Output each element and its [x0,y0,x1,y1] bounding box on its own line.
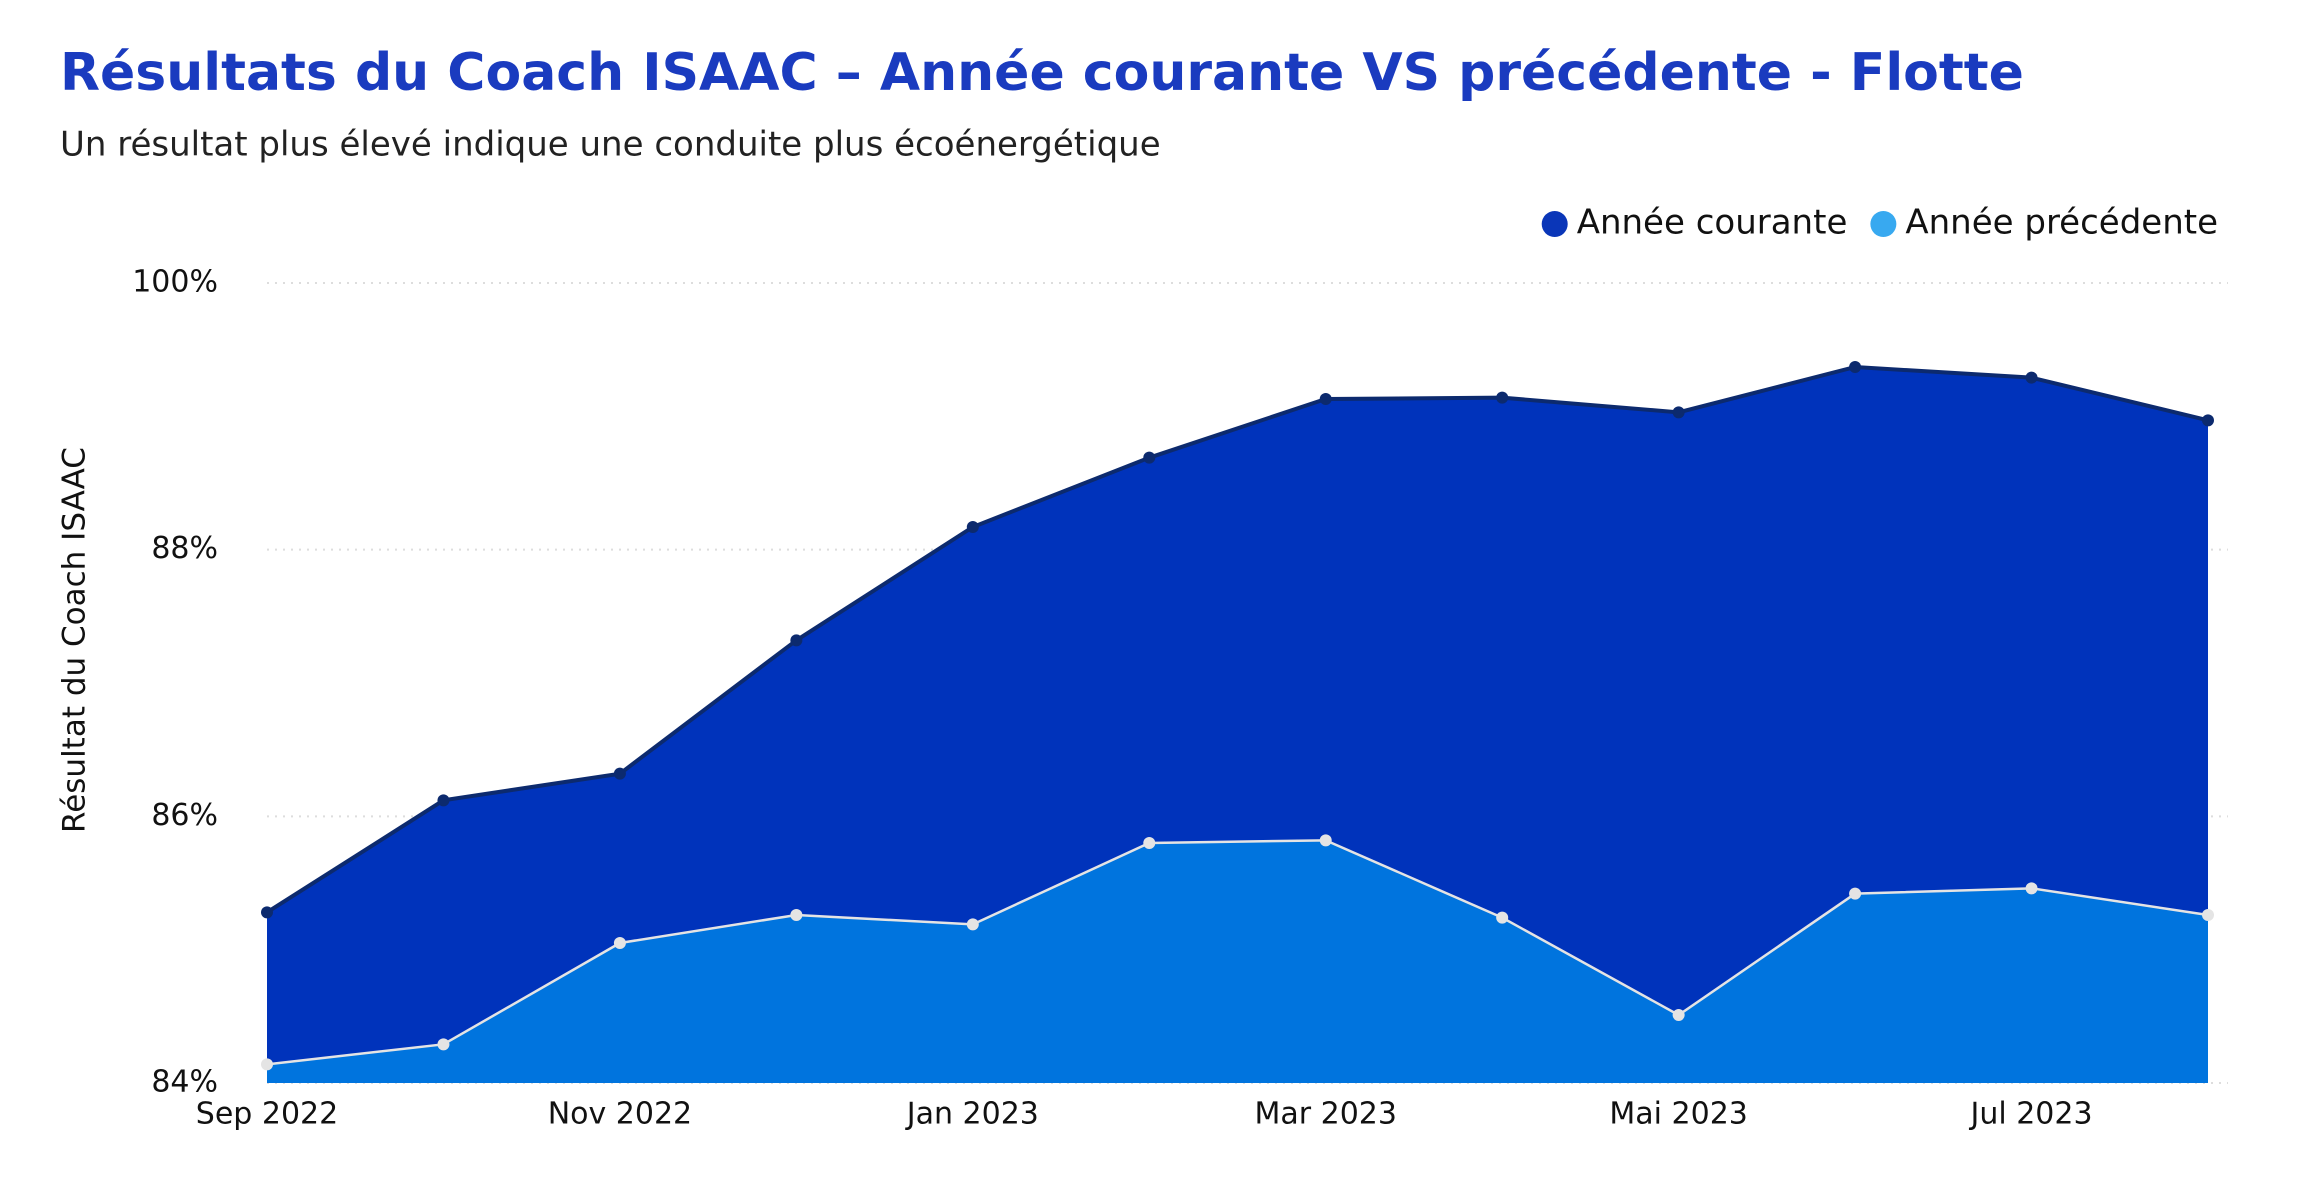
point [261,1058,273,1071]
x-tick-label: Jan 2023 [905,1097,1039,1132]
point [1849,887,1862,900]
y-axis-label: Résultat du Coach ISAAC [57,447,93,833]
y-tick-label: 86% [151,798,218,833]
point [1672,406,1685,419]
point [2025,371,2038,384]
point [1496,391,1509,404]
point [1143,837,1156,849]
point [437,794,450,807]
legend-label: Année courante [1577,203,1848,243]
point [1319,393,1332,405]
x-tick-label: Sep 2022 [196,1097,338,1132]
x-tick-label: Mai 2023 [1609,1097,1748,1132]
point [1143,451,1156,464]
point [1319,834,1332,847]
point [790,909,803,921]
point [2202,909,2214,921]
y-tick-label: 84% [151,1065,218,1100]
point [1849,361,1862,373]
point [1496,911,1509,924]
point [613,937,626,949]
chart-subtitle: Un résultat plus élevé indique une condu… [60,125,1161,165]
point [437,1038,450,1051]
x-tick-label: Jul 2023 [1968,1097,2092,1132]
x-tick-label: Nov 2022 [548,1097,692,1132]
legend-marker [1870,211,1897,237]
y-tick-label: 100% [132,265,218,300]
legend-label: Année précédente [1905,203,2218,243]
line [266,839,2209,1066]
point [966,521,979,533]
area [267,367,2208,1083]
line [265,364,2209,915]
point [966,918,979,931]
chart-title: Résultats du Coach ISAAC – Année courant… [60,43,2024,103]
point [2025,882,2038,895]
x-tick-label: Mar 2023 [1254,1097,1397,1132]
legend-marker [1541,211,1568,237]
point [790,634,803,647]
point [1672,1009,1685,1021]
point [613,767,626,780]
area [267,840,2208,1083]
y-tick-label: 88% [151,531,218,566]
point [261,906,273,919]
point [2202,414,2214,427]
